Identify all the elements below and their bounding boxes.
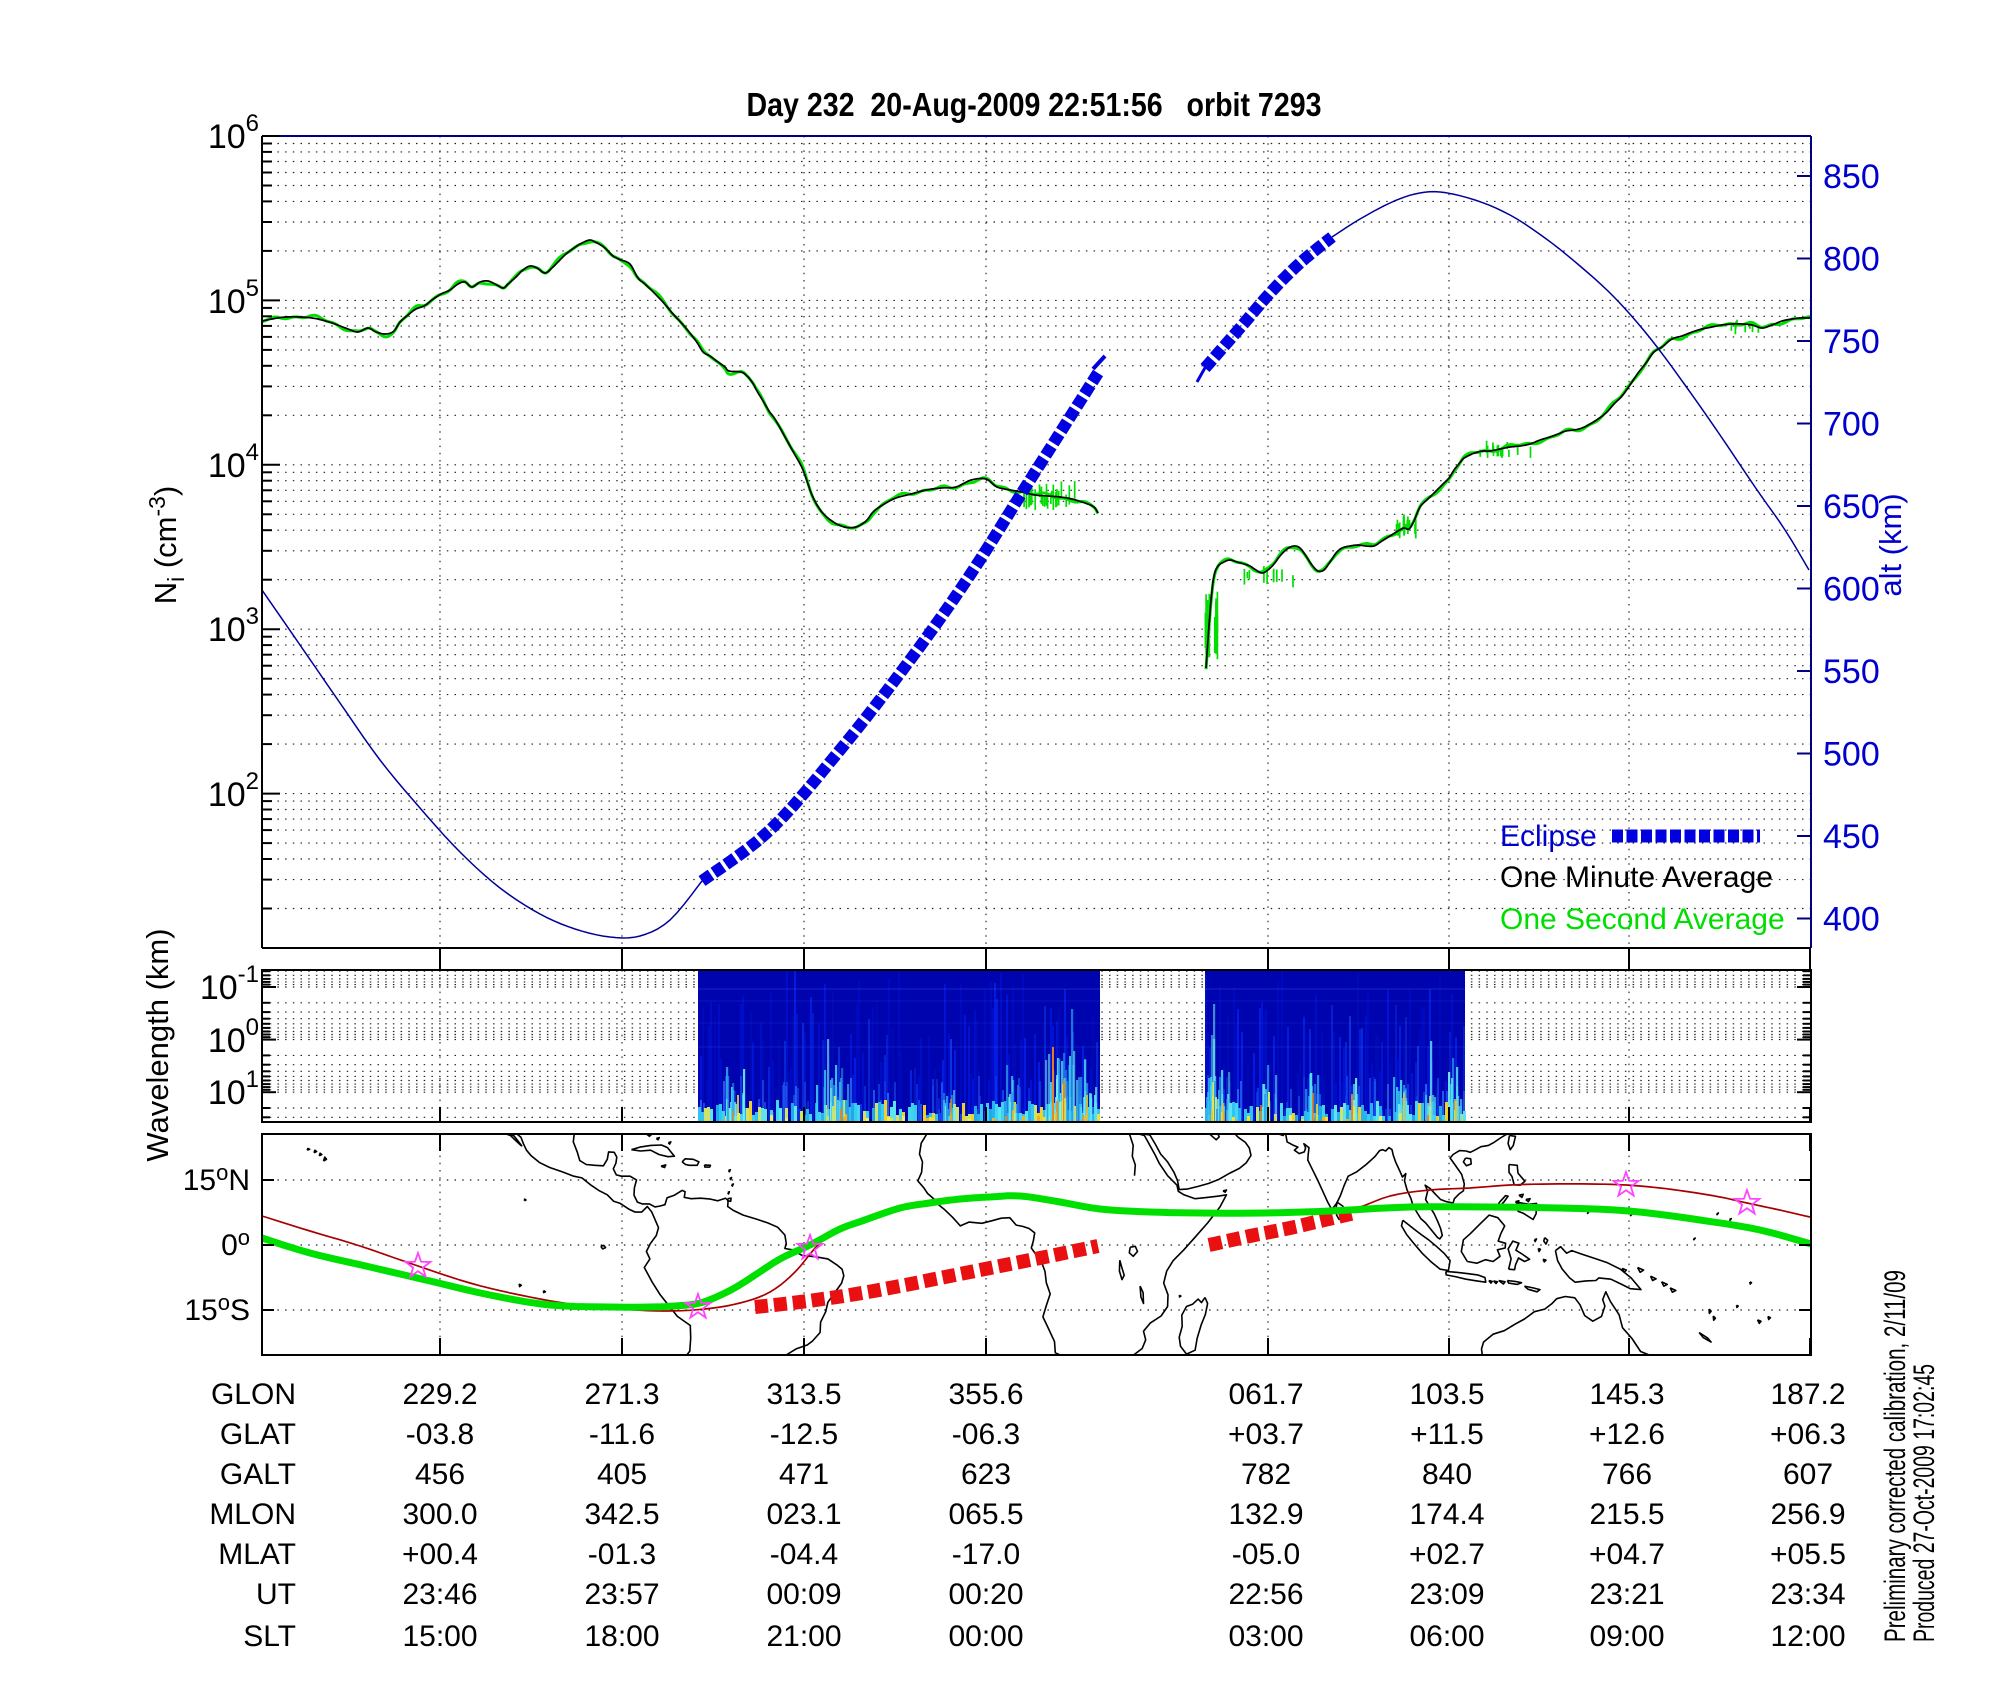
svg-text:22:56: 22:56 (1228, 1578, 1303, 1611)
svg-text:Eclipse: Eclipse (1500, 820, 1597, 853)
svg-text:840: 840 (1422, 1458, 1472, 1491)
svg-text:700: 700 (1823, 406, 1880, 444)
svg-text:One Minute Average: One Minute Average (1500, 861, 1773, 894)
svg-text:GLAT: GLAT (220, 1418, 296, 1451)
svg-text:GLON: GLON (211, 1378, 296, 1411)
svg-text:+05.5: +05.5 (1770, 1538, 1846, 1571)
svg-text:-12.5: -12.5 (770, 1418, 838, 1451)
svg-text:One Second Average: One Second Average (1500, 903, 1785, 936)
svg-text:+06.3: +06.3 (1770, 1418, 1846, 1451)
svg-text:+04.7: +04.7 (1589, 1538, 1665, 1571)
svg-text:-04.4: -04.4 (770, 1538, 838, 1571)
svg-text:271.3: 271.3 (584, 1378, 659, 1411)
svg-text:12:00: 12:00 (1770, 1620, 1845, 1653)
svg-text:405: 405 (597, 1458, 647, 1491)
svg-text:650: 650 (1823, 488, 1880, 526)
svg-text:23:46: 23:46 (402, 1578, 477, 1611)
svg-text:132.9: 132.9 (1228, 1498, 1303, 1531)
svg-text:023.1: 023.1 (766, 1498, 841, 1531)
svg-text:061.7: 061.7 (1228, 1378, 1303, 1411)
svg-text:06:00: 06:00 (1409, 1620, 1484, 1653)
svg-text:174.4: 174.4 (1409, 1498, 1484, 1531)
svg-text:-17.0: -17.0 (952, 1538, 1020, 1571)
svg-text:342.5: 342.5 (584, 1498, 659, 1531)
svg-text:-03.8: -03.8 (406, 1418, 474, 1451)
svg-text:15:00: 15:00 (402, 1620, 477, 1653)
svg-text:Day 232 20-Aug-2009 22:51:56: Day 232 20-Aug-2009 22:51:56 orbit 7293 (747, 86, 1322, 123)
svg-text:-06.3: -06.3 (952, 1418, 1020, 1451)
svg-text:313.5: 313.5 (766, 1378, 841, 1411)
svg-text:MLAT: MLAT (218, 1538, 296, 1571)
svg-text:Preliminary corrected calibrat: Preliminary corrected calibration, 2/11/… (1879, 1270, 1912, 1642)
svg-text:23:57: 23:57 (584, 1578, 659, 1611)
svg-text:-11.6: -11.6 (589, 1418, 655, 1451)
svg-text:UT: UT (256, 1578, 296, 1611)
svg-text:766: 766 (1602, 1458, 1652, 1491)
svg-text:782: 782 (1241, 1458, 1291, 1491)
svg-text:750: 750 (1823, 323, 1880, 361)
svg-text:456: 456 (415, 1458, 465, 1491)
svg-text:+02.7: +02.7 (1409, 1538, 1485, 1571)
svg-text:187.2: 187.2 (1770, 1378, 1845, 1411)
svg-text:+12.6: +12.6 (1589, 1418, 1665, 1451)
svg-text:GALT: GALT (220, 1458, 296, 1491)
svg-text:03:00: 03:00 (1228, 1620, 1303, 1653)
svg-text:850: 850 (1823, 158, 1880, 196)
svg-text:00:00: 00:00 (948, 1620, 1023, 1653)
svg-text:215.5: 215.5 (1589, 1498, 1664, 1531)
svg-text:alt (km): alt (km) (1873, 493, 1908, 596)
svg-text:00:09: 00:09 (766, 1578, 841, 1611)
svg-text:23:21: 23:21 (1589, 1578, 1664, 1611)
svg-text:229.2: 229.2 (402, 1378, 477, 1411)
svg-text:550: 550 (1823, 653, 1880, 691)
svg-text:23:09: 23:09 (1409, 1578, 1484, 1611)
svg-text:800: 800 (1823, 241, 1880, 279)
svg-text:15oS: 15oS (184, 1290, 250, 1327)
svg-text:23:34: 23:34 (1770, 1578, 1845, 1611)
svg-text:500: 500 (1823, 736, 1880, 774)
svg-text:355.6: 355.6 (948, 1378, 1023, 1411)
svg-text:300.0: 300.0 (402, 1498, 477, 1531)
svg-text:+11.5: +11.5 (1410, 1418, 1484, 1451)
svg-text:15oN: 15oN (183, 1160, 250, 1197)
svg-text:Wavelength (km): Wavelength (km) (140, 928, 175, 1161)
svg-text:103.5: 103.5 (1409, 1378, 1484, 1411)
svg-text:256.9: 256.9 (1770, 1498, 1845, 1531)
svg-text:145.3: 145.3 (1589, 1378, 1664, 1411)
svg-text:450: 450 (1823, 818, 1880, 856)
svg-text:+00.4: +00.4 (402, 1538, 478, 1571)
svg-text:-01.3: -01.3 (588, 1538, 656, 1571)
svg-text:21:00: 21:00 (766, 1620, 841, 1653)
svg-text:18:00: 18:00 (584, 1620, 659, 1653)
svg-text:600: 600 (1823, 571, 1880, 609)
svg-text:09:00: 09:00 (1589, 1620, 1664, 1653)
svg-text:00:20: 00:20 (948, 1578, 1023, 1611)
svg-text:SLT: SLT (243, 1620, 296, 1653)
svg-text:Produced 27-Oct-2009 17:02:45: Produced 27-Oct-2009 17:02:45 (1908, 1364, 1941, 1642)
svg-text:400: 400 (1823, 901, 1880, 939)
svg-text:623: 623 (961, 1458, 1011, 1491)
svg-text:065.5: 065.5 (948, 1498, 1023, 1531)
svg-text:607: 607 (1783, 1458, 1833, 1491)
svg-text:-05.0: -05.0 (1232, 1538, 1300, 1571)
svg-text:471: 471 (779, 1458, 829, 1491)
svg-text:MLON: MLON (209, 1498, 296, 1531)
svg-text:+03.7: +03.7 (1228, 1418, 1304, 1451)
